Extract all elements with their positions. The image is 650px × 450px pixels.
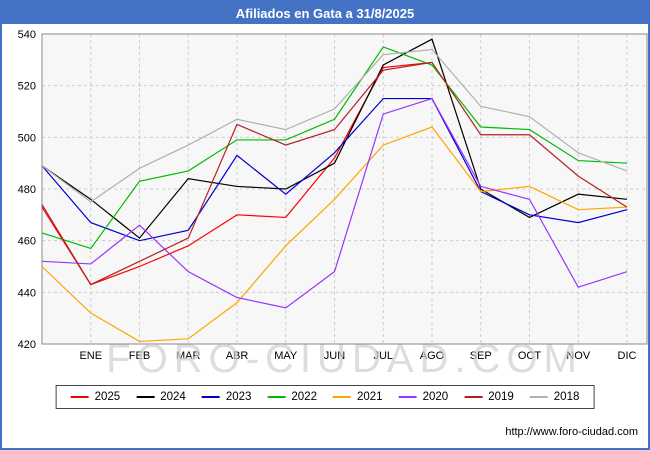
series-line-2023 bbox=[41, 97, 628, 242]
legend-swatch bbox=[333, 396, 351, 398]
x-tick-label: ENE bbox=[79, 350, 102, 362]
y-tick-label: 440 bbox=[18, 287, 36, 299]
series-line-2021 bbox=[41, 126, 628, 343]
footer-link[interactable]: http://www.foro-ciudad.com bbox=[505, 426, 638, 438]
legend-item-2025: 2025 bbox=[70, 391, 121, 403]
series-line-2022 bbox=[41, 46, 628, 250]
legend-swatch bbox=[464, 396, 483, 398]
x-tick-label: JUN bbox=[324, 350, 345, 362]
x-tick-label: NOV bbox=[566, 350, 591, 362]
legend-label: 2018 bbox=[553, 391, 580, 403]
legend-swatch bbox=[529, 396, 548, 398]
x-tick-label: AGO bbox=[420, 350, 445, 362]
legend-swatch bbox=[201, 396, 220, 398]
series-line-2020 bbox=[41, 97, 628, 309]
chart-svg: 420 440 460 480 500 520 540 ENE FEB MAR ABR MAY JUN J… bbox=[18, 29, 648, 381]
y-tick-label: 480 bbox=[18, 184, 36, 196]
legend-label: 2024 bbox=[160, 391, 186, 403]
legend-item-2024: 2024 bbox=[136, 391, 186, 403]
legend-swatch bbox=[70, 396, 89, 398]
y-tick-label: 520 bbox=[18, 81, 36, 93]
x-tick-label: SEP bbox=[470, 350, 492, 362]
x-tick-label: OCT bbox=[518, 350, 542, 362]
watermark-text: FORO-CIUDAD.COM bbox=[106, 337, 583, 381]
x-tick-label: ABR bbox=[226, 350, 249, 362]
legend-label: 2022 bbox=[291, 391, 317, 403]
y-tick-label: 500 bbox=[18, 132, 36, 144]
legend-item-2021: 2021 bbox=[333, 391, 383, 403]
series-line-2019 bbox=[41, 61, 628, 286]
legend-label: 2021 bbox=[357, 391, 383, 403]
legend-item-2022: 2022 bbox=[267, 391, 317, 403]
x-tick-label: MAY bbox=[274, 350, 298, 362]
y-tick-label: 420 bbox=[18, 339, 36, 351]
page-title: Afiliados en Gata a 31/8/2025 bbox=[2, 2, 648, 24]
legend-swatch bbox=[267, 396, 286, 398]
legend-item-2020: 2020 bbox=[398, 391, 449, 403]
legend-label: 2025 bbox=[94, 391, 121, 403]
series-line-2018 bbox=[41, 48, 628, 203]
y-tick-label: 460 bbox=[18, 236, 36, 248]
plot-border bbox=[41, 33, 648, 345]
legend-label: 2020 bbox=[422, 391, 449, 403]
y-tick-label: 540 bbox=[18, 29, 36, 41]
x-tick-label: JUL bbox=[373, 350, 393, 362]
x-tick-label: DIC bbox=[618, 350, 637, 362]
x-tick-label: FEB bbox=[129, 350, 150, 362]
legend-item-2019: 2019 bbox=[464, 391, 514, 403]
series-line-2024 bbox=[41, 38, 628, 239]
legend-label: 2023 bbox=[225, 391, 252, 403]
x-tick-label: MAR bbox=[176, 350, 201, 362]
legend-swatch bbox=[136, 396, 155, 398]
legend: 2025 2024 2023 2022 2021 2020 2019 2018 bbox=[55, 385, 595, 409]
legend-swatch bbox=[398, 396, 417, 398]
legend-item-2023: 2023 bbox=[201, 391, 252, 403]
legend-item-2018: 2018 bbox=[529, 391, 580, 403]
legend-label: 2019 bbox=[488, 391, 514, 403]
